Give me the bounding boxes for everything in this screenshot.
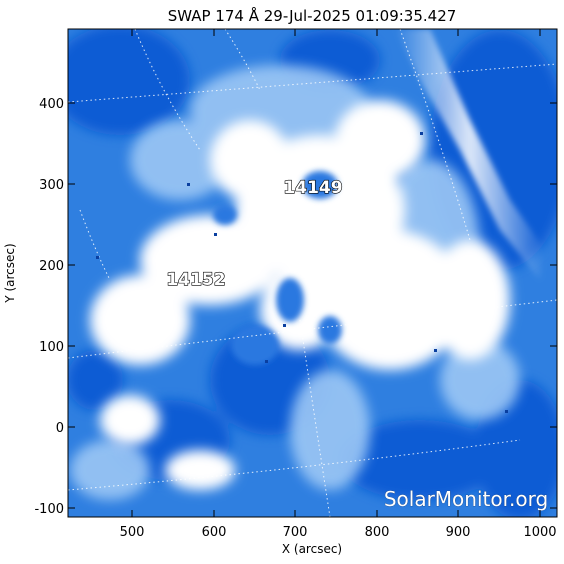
region-label-14152: 14152	[166, 270, 225, 290]
y-tick-label: -100	[34, 502, 64, 517]
x-tick-label: 700	[283, 525, 308, 540]
plot-frame	[67, 28, 558, 518]
y-tick-label: 100	[39, 340, 64, 355]
x-tick-label: 500	[120, 525, 145, 540]
x-axis-label: X (arcsec)	[282, 542, 342, 556]
dark-pockets	[213, 171, 342, 365]
credit-watermark: SolarMonitor.org	[384, 487, 548, 511]
x-tick-label: 900	[446, 525, 471, 540]
limb-streak	[395, 29, 545, 280]
heliographic-grid	[68, 29, 557, 517]
y-axis-label: Y (arcsec)	[3, 243, 17, 303]
x-tick-labels: 500 600 700 800 900 1000	[120, 525, 557, 540]
y-tick-labels: -100 0 100 200 300 400	[34, 97, 64, 517]
bright-regions	[90, 100, 510, 490]
image-title: SWAP 174 Å 29-Jul-2025 01:09:35.427	[168, 6, 457, 25]
y-tick-label: 300	[39, 178, 64, 193]
y-tick-label: 400	[39, 97, 64, 112]
y-tick-label: 200	[39, 259, 64, 274]
y-tick-label: 0	[56, 421, 64, 436]
x-tick-label: 1000	[523, 525, 556, 540]
swap-euv-image	[68, 29, 557, 517]
x-tick-label: 800	[365, 525, 390, 540]
region-label-14149: 14149	[283, 178, 342, 198]
x-tick-label: 600	[202, 525, 227, 540]
pixel-speckles	[96, 132, 508, 413]
dark-regions	[68, 29, 557, 517]
tick-marks	[68, 29, 557, 517]
